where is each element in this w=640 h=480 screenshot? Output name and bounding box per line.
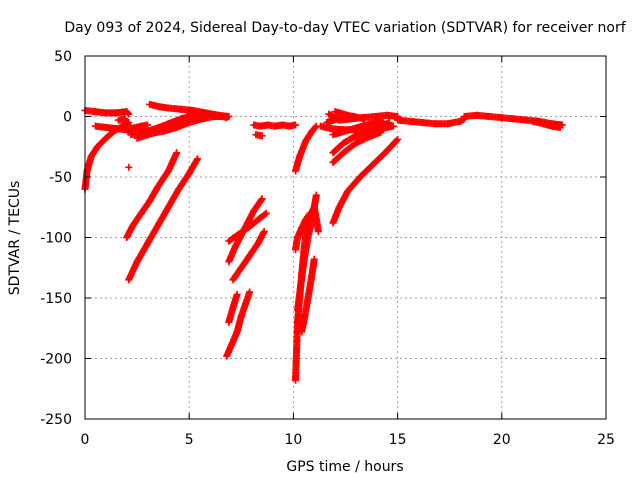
data-point xyxy=(348,113,356,120)
data-point xyxy=(314,227,322,235)
series-trace-28 xyxy=(329,128,385,166)
x-tick-label: 5 xyxy=(185,432,194,448)
series-trace-35 xyxy=(529,117,564,131)
series-trace-23 xyxy=(298,255,318,336)
data-point xyxy=(305,211,313,219)
data-point xyxy=(173,149,181,157)
series-trace-05 xyxy=(123,149,181,241)
series-trace-30 xyxy=(329,117,387,139)
series-trace-03 xyxy=(91,122,133,136)
series-trace-16 xyxy=(225,209,270,245)
data-points xyxy=(81,100,566,384)
data-point xyxy=(291,121,299,129)
data-point xyxy=(394,135,402,143)
data-point xyxy=(379,117,387,125)
data-point xyxy=(556,123,564,131)
data-point xyxy=(360,115,368,123)
data-point xyxy=(246,288,254,296)
series-trace-11 xyxy=(146,100,233,120)
data-point xyxy=(225,113,233,120)
series-trace-24 xyxy=(310,203,322,235)
data-point xyxy=(125,110,133,118)
data-point xyxy=(144,121,152,129)
series-trace-33 xyxy=(394,115,468,128)
data-point xyxy=(389,122,397,130)
series-trace-15 xyxy=(225,195,266,266)
data-point xyxy=(393,137,401,145)
y-axis-label: SDTVAR / TECUs xyxy=(7,181,23,296)
x-tick-label: 15 xyxy=(389,432,407,448)
series-trace-29 xyxy=(329,135,402,227)
y-axis: -250 -200 -150 -100 -50 0 50 xyxy=(40,49,606,428)
y-tick-label: -50 xyxy=(49,170,72,186)
data-point xyxy=(258,195,266,203)
series-trace-13 xyxy=(225,290,241,326)
y-tick-label: -250 xyxy=(40,412,72,428)
x-axis-label: GPS time / hours xyxy=(286,459,403,475)
data-point xyxy=(262,209,270,217)
data-point xyxy=(125,163,133,171)
series-trace-14 xyxy=(229,227,268,284)
series-trace-06 xyxy=(125,155,202,284)
series-trace-22 xyxy=(291,209,314,254)
series-trace-18 xyxy=(252,131,266,140)
series-trace-10 xyxy=(127,121,152,133)
series-trace-17 xyxy=(250,121,299,130)
series-trace-20 xyxy=(291,203,318,384)
data-point xyxy=(377,128,385,136)
x-tick-label: 25 xyxy=(597,432,615,448)
data-point xyxy=(194,155,202,163)
series-trace-07 xyxy=(125,163,133,171)
data-point xyxy=(260,227,268,235)
y-tick-label: 0 xyxy=(63,110,72,126)
data-point xyxy=(258,132,266,140)
y-tick-label: 50 xyxy=(54,49,72,65)
chart-title: Day 093 of 2024, Sidereal Day-to-day VTE… xyxy=(64,20,626,36)
y-tick-label: -100 xyxy=(40,231,72,247)
data-point xyxy=(233,290,241,298)
data-point xyxy=(261,210,269,218)
data-point xyxy=(312,191,320,199)
x-tick-label: 10 xyxy=(284,432,302,448)
data-point xyxy=(124,109,132,117)
y-tick-label: -200 xyxy=(40,352,72,368)
x-axis: 0 5 10 15 20 25 xyxy=(81,56,615,448)
series-trace-02 xyxy=(81,106,133,118)
series-trace-12 xyxy=(223,288,254,360)
data-point xyxy=(311,123,319,131)
series-trace-19 xyxy=(291,122,320,175)
y-tick-label: -150 xyxy=(40,291,72,307)
data-point xyxy=(310,255,318,263)
series-trace-32 xyxy=(331,108,356,120)
x-tick-label: 0 xyxy=(81,432,90,448)
x-tick-label: 20 xyxy=(493,432,511,448)
data-point xyxy=(257,196,265,204)
